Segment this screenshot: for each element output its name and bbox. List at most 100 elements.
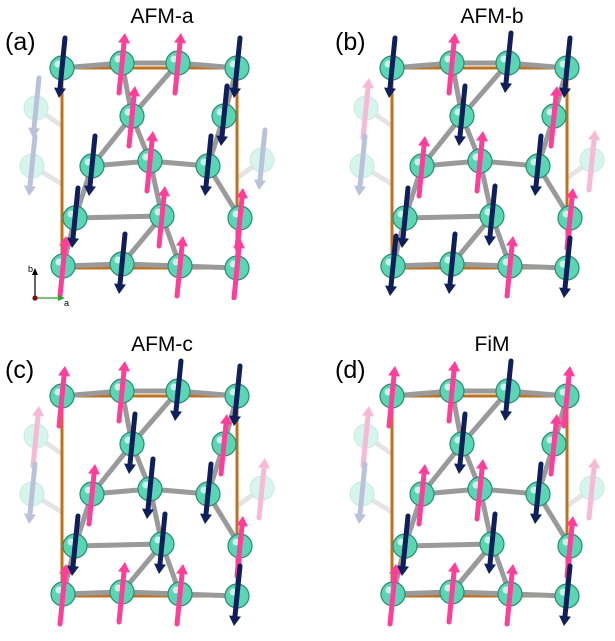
spin-shaft	[447, 231, 458, 287]
spin-shaft	[533, 461, 544, 517]
spin-head	[550, 414, 562, 425]
spin-head	[563, 366, 575, 377]
spin-shaft	[586, 465, 597, 521]
spin-up-arrow	[387, 564, 401, 627]
spin-shaft	[156, 193, 167, 249]
ghost-spin-down-arrow	[354, 461, 368, 524]
spin-head	[229, 615, 241, 626]
spin-up-arrow	[218, 414, 232, 477]
spin-down-arrow	[500, 30, 514, 93]
spin-shaft	[232, 563, 243, 619]
spin-head	[454, 135, 466, 146]
spin-shaft	[457, 83, 468, 139]
spin-head	[385, 285, 397, 296]
panel-title: AFM-a	[130, 5, 194, 28]
spin-shaft	[503, 30, 514, 86]
spin-head	[354, 513, 366, 524]
spin-head	[559, 287, 571, 298]
spin-down-arrow	[559, 235, 573, 298]
spin-head	[476, 131, 488, 142]
spin-down-arrow	[170, 358, 184, 421]
spin-shaft	[416, 143, 427, 199]
panel-a: AFM-a (a)	[0, 0, 290, 300]
spin-shaft	[357, 461, 368, 517]
spin-shaft	[360, 413, 371, 469]
bond	[402, 213, 495, 221]
spin-head	[174, 33, 186, 44]
spin-down-arrow	[559, 563, 573, 626]
spin-shaft	[117, 231, 128, 287]
spin-up-arrow	[504, 564, 518, 627]
bond	[72, 213, 165, 221]
spin-shaft	[400, 185, 411, 241]
spin-up-arrow	[57, 564, 71, 627]
ghost-spin-up-arrow	[360, 78, 374, 141]
spin-shaft	[232, 35, 243, 91]
panel-title: AFM-c	[131, 333, 193, 356]
spin-shaft	[562, 235, 573, 291]
spin-up-arrow	[156, 186, 170, 249]
spin-down-arrow	[67, 185, 81, 248]
spin-head	[158, 186, 170, 197]
panel-label: (b)	[335, 28, 366, 56]
bond	[72, 541, 165, 549]
spin-head	[506, 564, 518, 575]
ghost-spin-up-arrow	[360, 406, 374, 469]
spin-shaft	[232, 363, 243, 419]
panel-b: AFM-b (b)	[330, 0, 615, 300]
spin-shaft	[86, 471, 97, 527]
spin-head	[506, 236, 518, 247]
spin-up-arrow	[234, 188, 248, 251]
ghost-spin-down-arrow	[354, 133, 368, 196]
panel-title: AFM-b	[460, 5, 524, 28]
spin-head	[484, 235, 496, 246]
spin-head	[58, 366, 70, 377]
spin-head	[24, 185, 36, 196]
spin-shaft	[27, 133, 38, 189]
spin-shaft	[57, 35, 68, 91]
spin-head	[236, 516, 248, 527]
spin-shaft	[446, 40, 457, 96]
spin-head	[530, 513, 542, 524]
spin-up-arrow	[116, 33, 130, 96]
panel-d: FiM (d)	[330, 328, 615, 628]
spin-up-arrow	[172, 33, 186, 96]
spin-shaft	[116, 368, 127, 424]
spin-head	[142, 508, 154, 519]
spin-shaft	[548, 421, 559, 477]
spin-down-arrow	[500, 358, 514, 421]
crystal-structure	[19, 358, 275, 627]
spin-down-arrow	[229, 363, 243, 426]
spin-shaft	[474, 138, 485, 194]
a-axis-label: a	[64, 298, 69, 306]
spin-up-arrow	[416, 464, 430, 527]
spin-up-arrow	[386, 366, 400, 429]
spin-down-arrow	[530, 461, 544, 524]
spin-shaft	[203, 461, 214, 517]
panel-label: (d)	[335, 356, 366, 384]
panel-title: FiM	[474, 333, 510, 356]
spin-shaft	[145, 456, 156, 512]
spin-head	[362, 78, 374, 89]
spin-down-arrow	[397, 185, 411, 248]
spin-shaft	[30, 413, 41, 469]
spin-shaft	[487, 511, 498, 567]
axes-indicator: b a	[28, 264, 69, 306]
ghost-spin-down-arrow	[28, 75, 42, 138]
spin-shaft	[586, 137, 597, 193]
spin-down-arrow	[444, 231, 458, 294]
panel-label: (a)	[5, 28, 36, 56]
spin-down-arrow	[114, 231, 128, 294]
spin-down-arrow	[142, 456, 156, 519]
spin-up-arrow	[416, 136, 430, 199]
spin-shaft	[172, 40, 183, 96]
spin-down-arrow	[397, 513, 411, 576]
spin-shaft	[31, 75, 42, 131]
spin-down-arrow	[484, 183, 498, 246]
spin-head	[550, 86, 562, 97]
spin-down-arrow	[229, 35, 243, 98]
spin-head	[128, 86, 140, 97]
spin-down-arrow	[67, 513, 81, 576]
a-axis-head	[58, 295, 65, 301]
spin-head	[500, 82, 512, 93]
